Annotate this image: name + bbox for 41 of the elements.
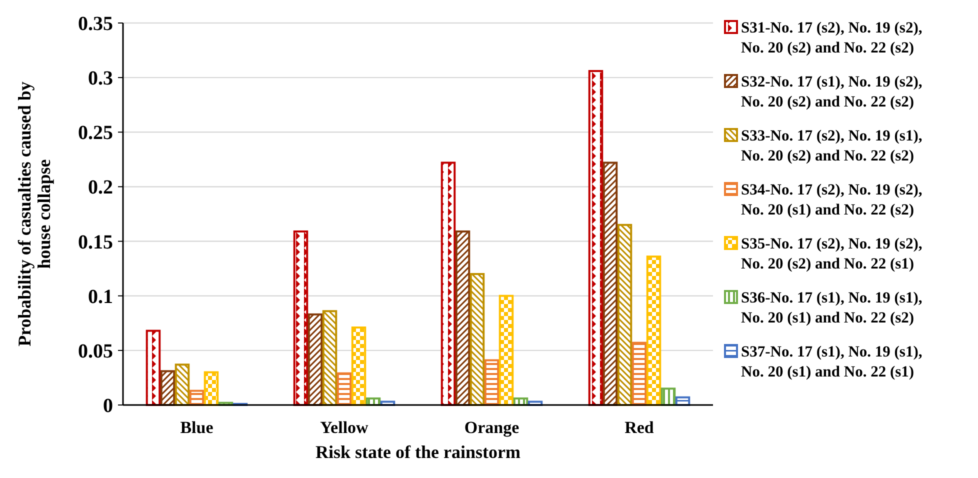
legend-label: S31-No. 17 (s2), No. 19 (s2), No. 20 (s2) and No. 22 (s2): [741, 19, 922, 57]
bar: [293, 230, 308, 406]
bar: [484, 359, 500, 406]
y-axis-title: Probability of casualties caused by house collapse: [14, 82, 54, 346]
x-tick-label: Orange: [464, 418, 520, 437]
bar: [470, 273, 485, 406]
bar: [617, 224, 632, 406]
x-axis-title: Risk state of the rainstorm: [316, 442, 520, 462]
y-tick-label: 0.25: [78, 122, 113, 144]
legend-label: S35-No. 17 (s2), No. 19 (s2), No. 20 (s2) and No. 22 (s1): [741, 235, 922, 273]
bar: [204, 371, 219, 406]
bar: [308, 313, 323, 406]
legend-label: S34-No. 17 (s2), No. 19 (s2), No. 20 (s1) and No. 22 (s2): [741, 181, 922, 219]
y-tick-label: 0.2: [88, 176, 113, 199]
bar: [455, 230, 470, 406]
y-tick-label: 0.05: [78, 340, 113, 362]
y-tick-label: 0: [103, 395, 113, 417]
bar: [646, 256, 662, 406]
bar: [336, 372, 352, 406]
bar: [160, 370, 176, 406]
bar: [351, 326, 366, 406]
bar: [146, 330, 161, 406]
bar: [498, 294, 514, 406]
y-tick-label: 0.3: [88, 68, 113, 90]
bar: [440, 162, 456, 406]
bar: [632, 342, 647, 406]
y-tick-label: 0.1: [88, 286, 113, 308]
x-tick-label: Blue: [180, 418, 214, 437]
x-tick-label: Red: [624, 418, 654, 437]
bar: [602, 162, 618, 406]
legend-label: S37-No. 17 (s1), No. 19 (s1), No. 20 (s1) and No. 22 (s1): [741, 343, 922, 381]
x-tick-label: Yellow: [320, 418, 370, 437]
y-tick-label: 0.15: [78, 231, 113, 254]
legend-label: S32-No. 17 (s1), No. 19 (s2), No. 20 (s2) and No. 22 (s2): [741, 73, 922, 111]
legend-label: S36-No. 17 (s1), No. 19 (s1), No. 20 (s1) and No. 22 (s2): [741, 289, 922, 327]
y-tick-label: 0.35: [78, 13, 113, 35]
bar: [660, 388, 676, 406]
bar: [588, 70, 604, 406]
bar: [322, 310, 338, 406]
legend-label: S33-No. 17 (s2), No. 19 (s1), No. 20 (s2) and No. 22 (s2): [741, 127, 922, 165]
bar: [174, 364, 190, 406]
